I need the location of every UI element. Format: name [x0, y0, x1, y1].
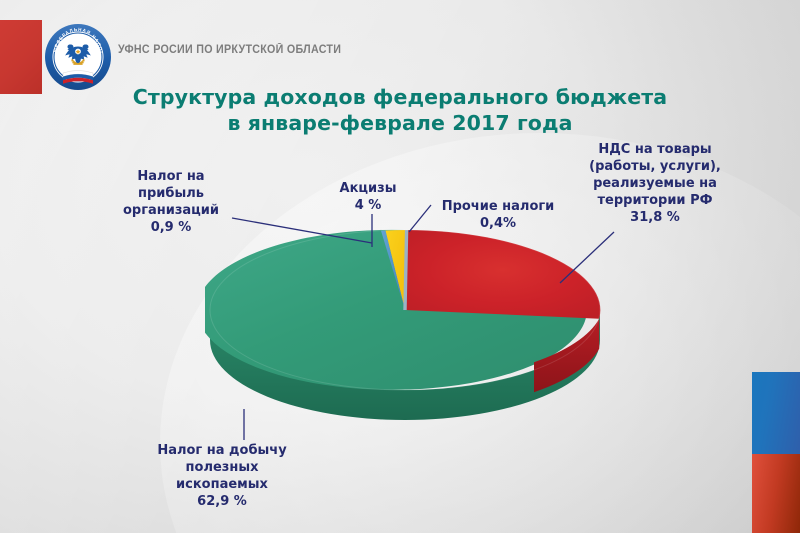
chart-title-line-1: Структура доходов федерального бюджета: [132, 85, 668, 109]
callout-label-profit: Налог на прибыль организаций 0,9 %: [122, 169, 220, 235]
callout-label-excise: Акцизы 4 %: [339, 181, 397, 213]
pie-chart: [205, 222, 605, 427]
callout-label-mineral-extraction: Налог на добычу полезных ископаемых 62,9…: [157, 443, 287, 509]
organization-name: УФНС РОСИИ ПО ИРКУТСКОЙ ОБЛАСТИ: [118, 44, 342, 56]
callout-label-other-taxes: Прочие налоги 0,4%: [441, 199, 555, 231]
pie-slice-other-divider: [403, 229, 409, 311]
pie-slice-top-vat: [405, 230, 601, 319]
corner-accent-blue: [752, 372, 800, 454]
pie-slice-top-excise: [385, 230, 405, 310]
fns-emblem-icon: ФЕДЕРАЛЬНАЯ НАЛОГОВАЯ СЛУЖБА: [38, 14, 114, 96]
pie-slice-side-mineral: [210, 310, 600, 420]
pie-slice-top-profit: [381, 230, 405, 310]
callout-label-vat: НДС на товары (работы, услуги), реализуе…: [589, 142, 721, 225]
header-red-accent-block: [0, 20, 42, 94]
corner-accent-red: [752, 454, 800, 533]
chart-title-line-2: в январе-феврале 2017 года: [227, 111, 573, 135]
chart-title: Структура доходов федерального бюджета в…: [0, 84, 800, 136]
pie-slice-side-vat-strip: [534, 318, 600, 393]
